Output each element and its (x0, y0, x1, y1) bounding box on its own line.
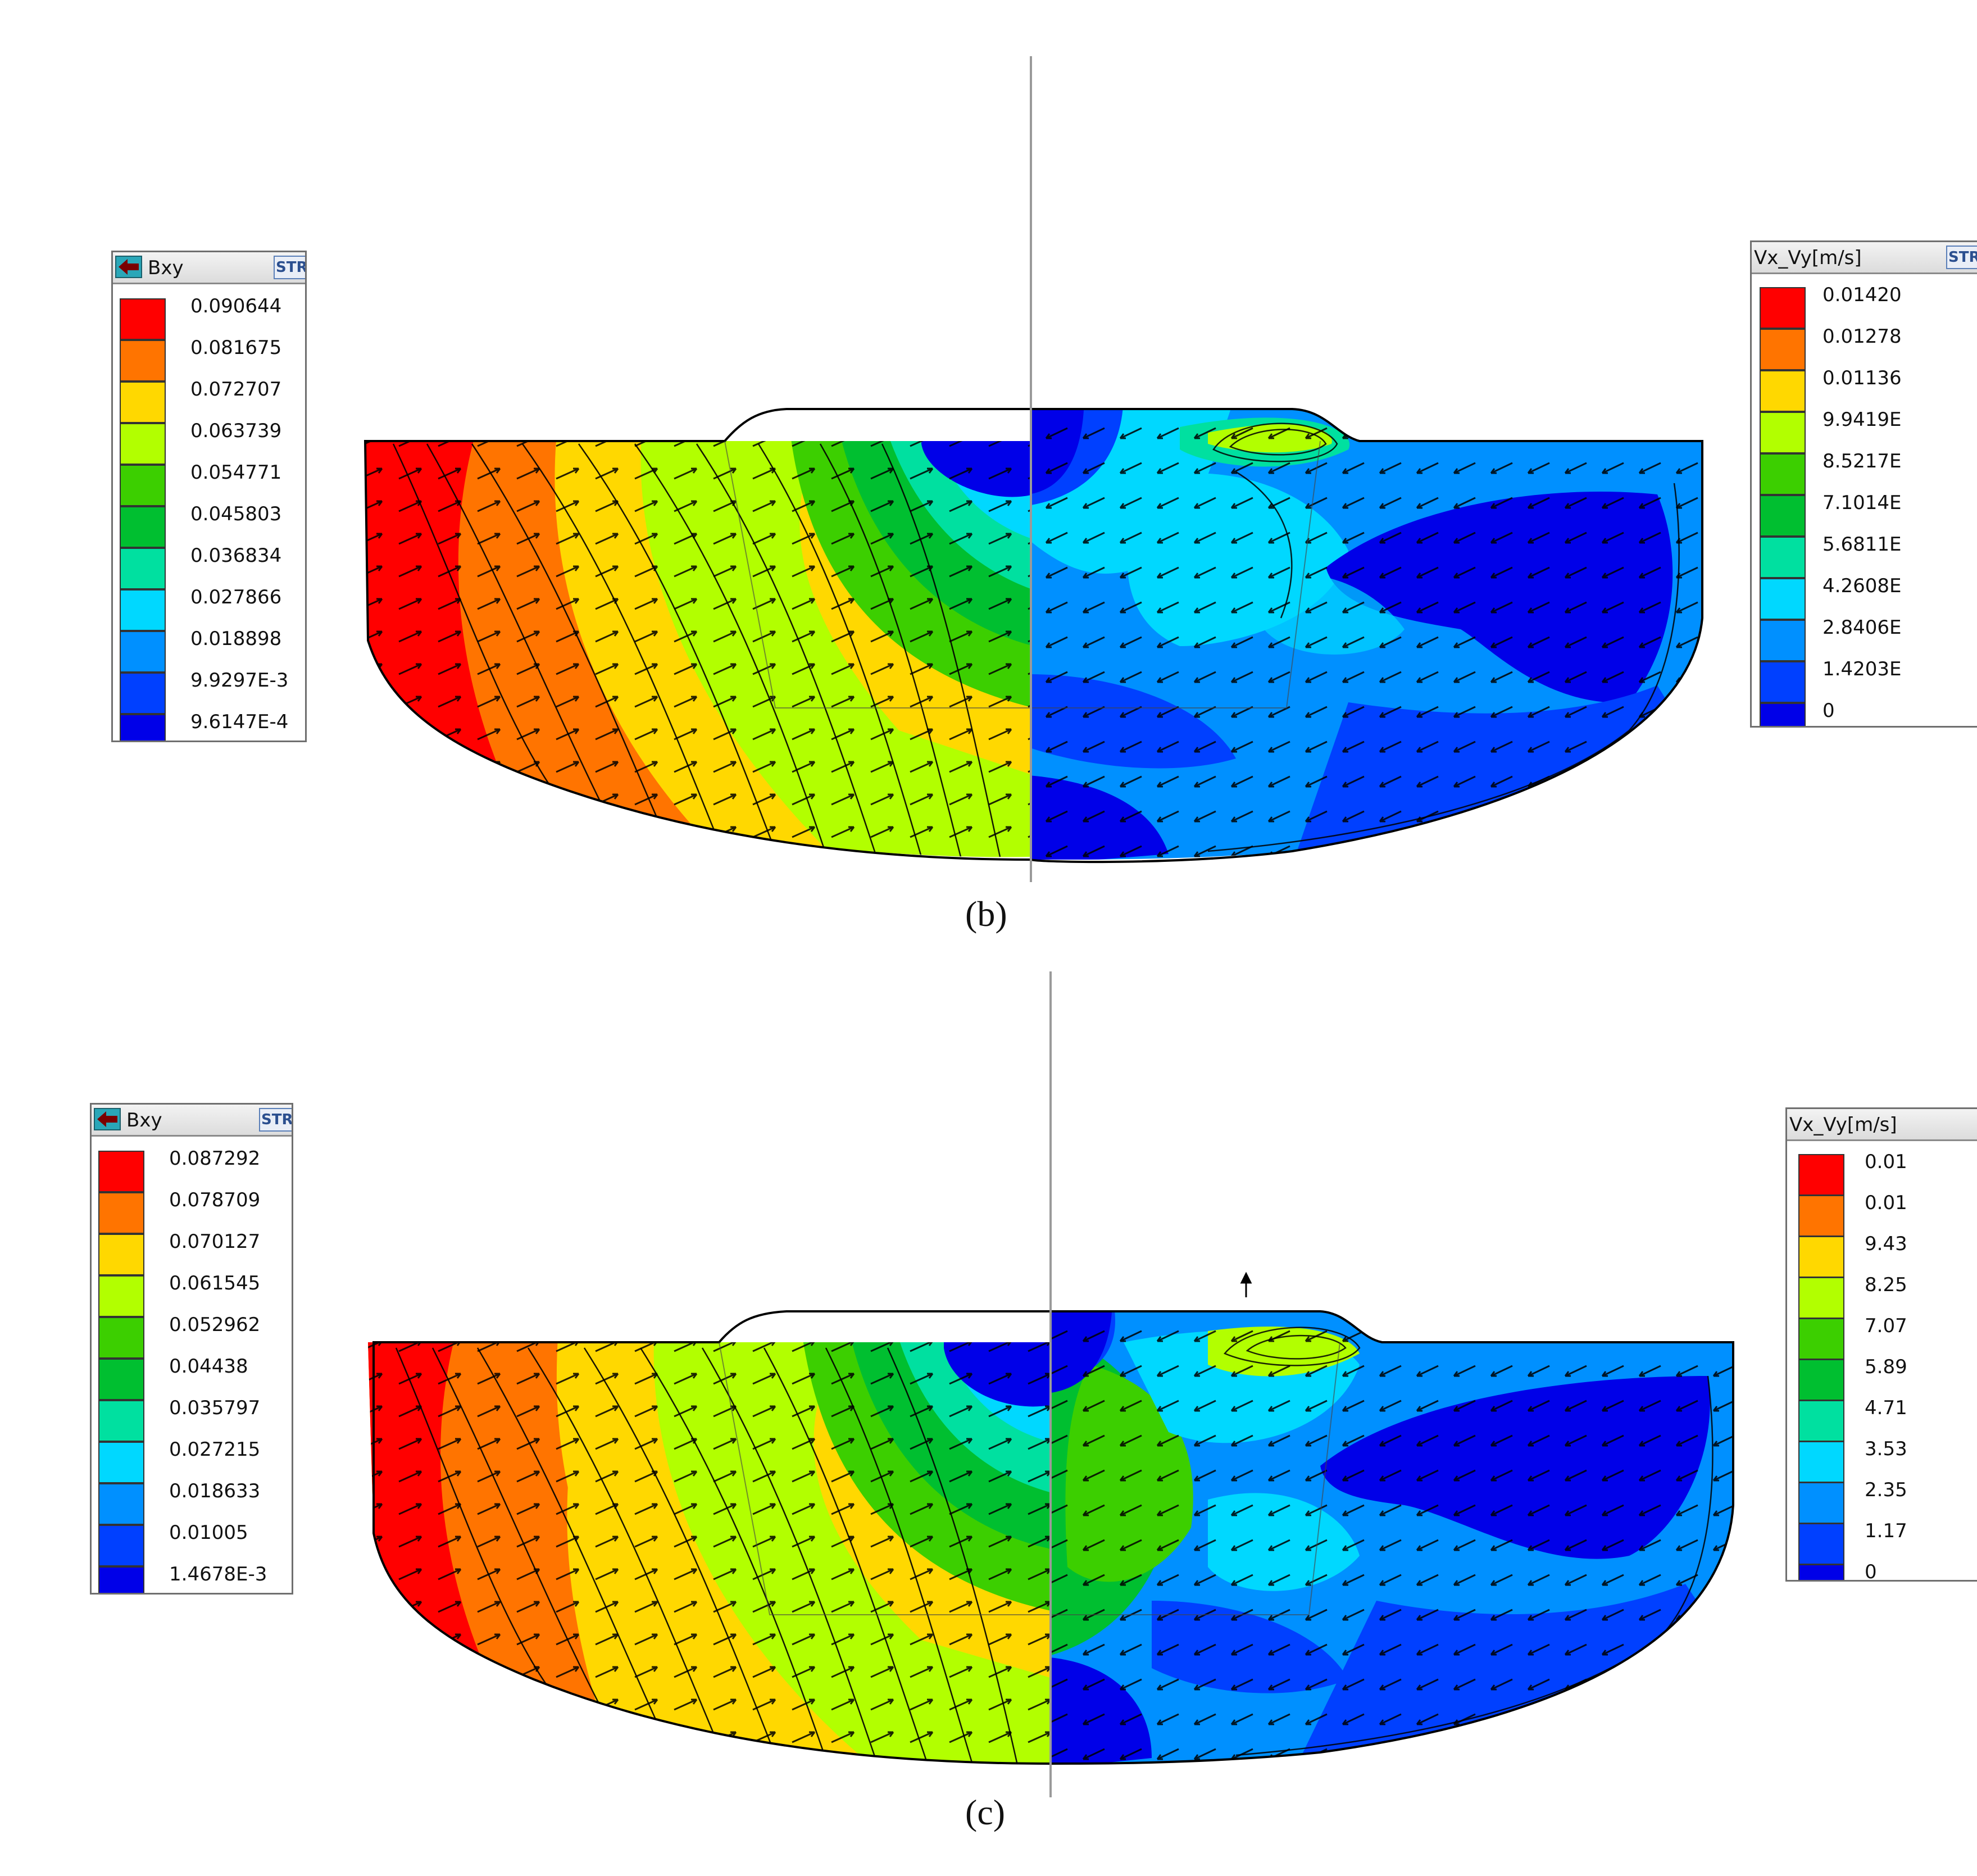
panel-caption-c: (c) (965, 1792, 1006, 1832)
velocity-legend-c[interactable]: Vx_Vy[m/s] 0.01 0.01 9.43 8.25 7.07 5.89… (1785, 1107, 1977, 1582)
streamline-button[interactable]: STR (259, 1108, 292, 1132)
legend-value: 2.8406E (1823, 616, 1902, 639)
back-arrow-icon[interactable] (94, 1108, 121, 1130)
legend-value: 0.027866 (190, 586, 282, 608)
legend-value: 0.054771 (190, 461, 282, 484)
legend-value: 4.2608E (1823, 575, 1902, 597)
legend-value: 5.89 (1865, 1356, 1907, 1378)
bxy-contour-c (368, 1342, 1051, 1764)
legend-value: 4.71 (1865, 1397, 1907, 1419)
legend-value: 0.01136 (1823, 367, 1902, 389)
legend-title: Vx_Vy[m/s] (1789, 1114, 1897, 1136)
legend-value: 9.43 (1865, 1233, 1907, 1255)
velocity-contour-b (1031, 409, 1702, 860)
legend-value: 3.53 (1865, 1438, 1907, 1460)
legend-value: 0.036834 (190, 544, 282, 567)
legend-value: 7.07 (1865, 1315, 1907, 1337)
melt-pool-outline-c (372, 1310, 1734, 1765)
panel-c: Bxy STR 0.087292 0.078709 0.070127 0.061… (0, 938, 1977, 1875)
legend-value: 0.035797 (169, 1397, 261, 1419)
legend-value: 8.5217E (1823, 450, 1902, 473)
legend-value: 0.045803 (190, 503, 282, 525)
legend-value: 0.052962 (169, 1314, 261, 1336)
velocity-contour-c (1051, 1311, 1733, 1764)
legend-value: 0.04438 (169, 1355, 248, 1378)
legend-value: 0.087292 (169, 1147, 261, 1170)
streamline-button[interactable]: STR (1946, 246, 1977, 269)
legend-value: 0 (1865, 1561, 1877, 1582)
panel-b: Bxy STR 0.090644 0.081675 0.072707 0.063… (111, 56, 1977, 934)
legend-value: 1.17 (1865, 1520, 1907, 1542)
legend-title: Vx_Vy[m/s] (1754, 247, 1862, 269)
bxy-contour-b (365, 441, 1031, 857)
bxy-legend-header-c: Bxy STR (92, 1105, 292, 1137)
legend-value: 0.01420 (1823, 284, 1902, 306)
bxy-legend-b[interactable]: Bxy STR 0.090644 0.081675 0.072707 0.063… (111, 251, 307, 742)
velocity-legend-header-c: Vx_Vy[m/s] (1787, 1109, 1977, 1141)
panel-caption-b: (b) (965, 894, 1007, 934)
legend-value: 0.078709 (169, 1189, 261, 1211)
melt-pool-plot-b (363, 56, 1703, 882)
legend-value: 0.090644 (190, 295, 282, 317)
legend-value: 0.070127 (169, 1230, 261, 1253)
legend-value: 1.4203E (1823, 658, 1902, 680)
velocity-legend-header-b: Vx_Vy[m/s] STR (1752, 242, 1977, 274)
legend-value: 0.01 (1865, 1151, 1907, 1173)
velocity-legend-b[interactable]: Vx_Vy[m/s] STR 0.01420 0.01278 0.01136 9… (1750, 240, 1977, 728)
melt-pool-outline-b (363, 408, 1703, 864)
bxy-legend-header-b: Bxy STR (113, 252, 305, 284)
legend-value: 0.063739 (190, 420, 282, 442)
legend-value: 8.25 (1865, 1274, 1907, 1296)
legend-title: Bxy (148, 257, 184, 279)
melt-pool-plot-c (368, 971, 1734, 1797)
legend-value: 0.061545 (169, 1272, 261, 1294)
legend-value: 0.027215 (169, 1438, 261, 1461)
legend-title: Bxy (126, 1109, 162, 1132)
legend-value: 0 (1823, 699, 1835, 722)
legend-value: 0.072707 (190, 378, 282, 401)
surface-vector-c (1240, 1271, 1252, 1297)
legend-value: 7.1014E (1823, 492, 1902, 514)
legend-value: 9.9419E (1823, 408, 1902, 431)
legend-value: 9.6147E-4 (190, 711, 289, 733)
back-arrow-icon[interactable] (115, 256, 142, 278)
legend-value: 0.01 (1865, 1192, 1907, 1214)
legend-value: 0.018633 (169, 1480, 261, 1502)
legend-value: 1.4678E-3 (169, 1563, 267, 1586)
legend-value: 9.9297E-3 (190, 669, 289, 692)
streamline-button[interactable]: STR (274, 256, 305, 279)
legend-value: 0.01005 (169, 1521, 248, 1544)
legend-value: 0.081675 (190, 337, 282, 359)
legend-value: 0.01278 (1823, 325, 1902, 348)
legend-value: 0.018898 (190, 628, 282, 650)
legend-value: 2.35 (1865, 1479, 1907, 1501)
legend-value: 5.6811E (1823, 533, 1902, 556)
bxy-legend-c[interactable]: Bxy STR 0.087292 0.078709 0.070127 0.061… (90, 1103, 293, 1595)
